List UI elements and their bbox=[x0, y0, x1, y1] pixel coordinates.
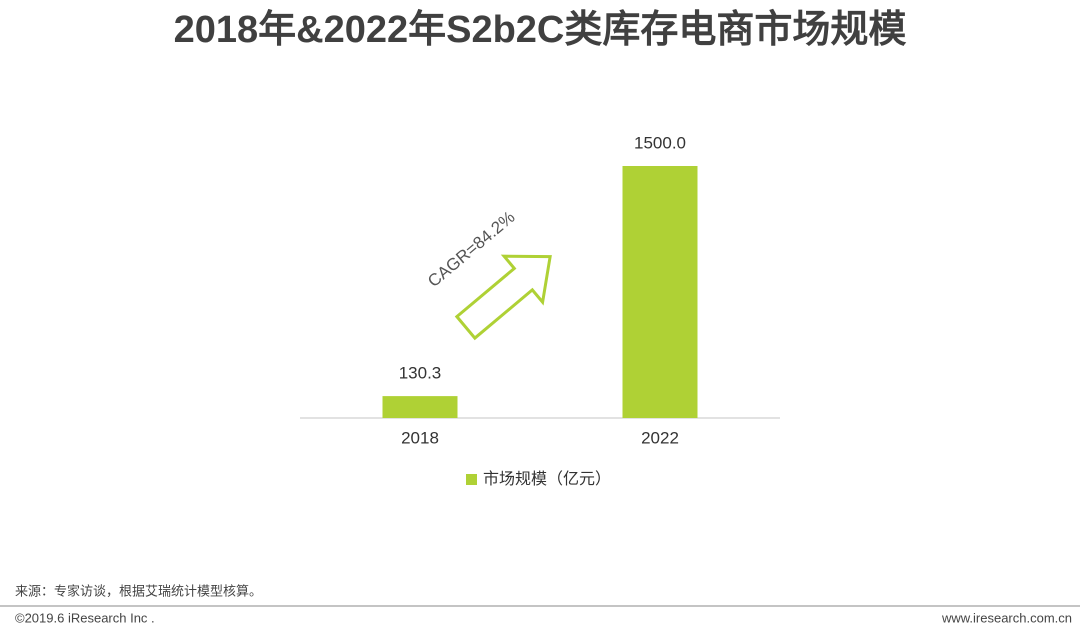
chart-title: 2018年&2022年S2b2C类库存电商市场规模 bbox=[174, 9, 907, 51]
bar bbox=[622, 166, 698, 418]
copyright: ©2019.6 iResearch Inc . bbox=[15, 610, 155, 625]
website: www.iresearch.com.cn bbox=[941, 610, 1072, 625]
value-label: 1500.0 bbox=[634, 133, 686, 152]
value-label: 130.3 bbox=[399, 364, 442, 383]
bar bbox=[382, 396, 458, 418]
source: 来源：专家访谈，根据艾瑞统计模型核算。 bbox=[15, 583, 262, 598]
x-tick-label: 2018 bbox=[401, 428, 439, 447]
legend-swatch bbox=[466, 474, 477, 485]
legend-label: 市场规模（亿元） bbox=[483, 470, 611, 488]
x-tick-label: 2022 bbox=[641, 428, 679, 447]
growth-arrow bbox=[454, 254, 552, 341]
